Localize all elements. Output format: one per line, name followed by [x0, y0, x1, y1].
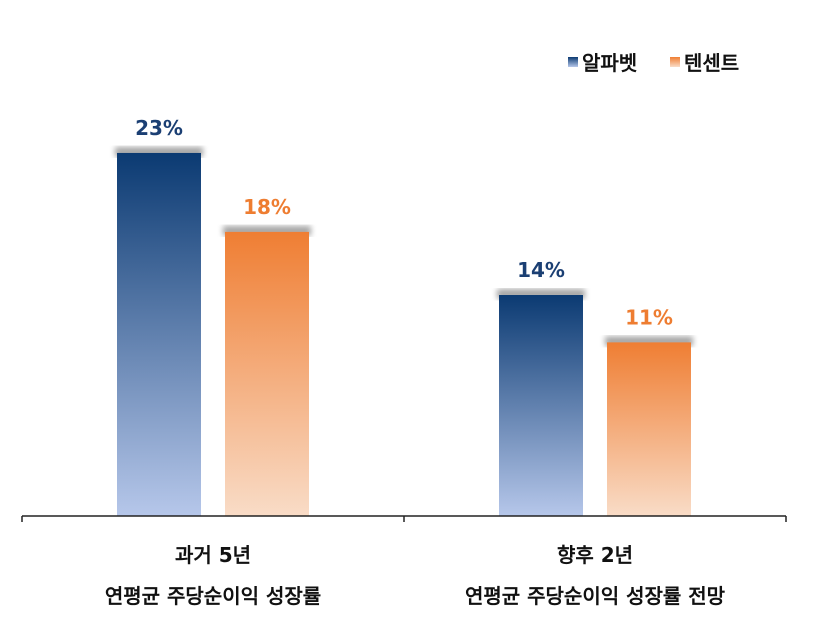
bar-0-0 [117, 152, 201, 517]
legend-label-0: 알파벳 [582, 51, 637, 75]
bar-shadow [605, 336, 693, 347]
category-label-0-1: 연평균 주당순이익 성장률 [105, 584, 321, 608]
value-label-1-1: 11% [625, 305, 673, 329]
bar-shadow [223, 225, 311, 236]
bar-0-1 [499, 295, 583, 516]
legend-label-1: 텐센트 [684, 51, 739, 75]
legend-swatch-1 [670, 57, 680, 67]
bar-shadow [497, 289, 585, 300]
bar-1-1 [607, 342, 691, 516]
category-label-1-0: 향후 2년 [557, 543, 633, 567]
bar-1-0 [225, 231, 309, 516]
category-label-0-0: 과거 5년 [175, 543, 251, 567]
bar-shadow [115, 146, 203, 157]
category-label-1-1: 연평균 주당순이익 성장률 전망 [465, 584, 726, 608]
value-label-0-0: 23% [135, 116, 183, 140]
value-label-0-1: 14% [517, 258, 565, 282]
legend-swatch-0 [568, 57, 578, 67]
value-label-1-0: 18% [243, 195, 291, 219]
